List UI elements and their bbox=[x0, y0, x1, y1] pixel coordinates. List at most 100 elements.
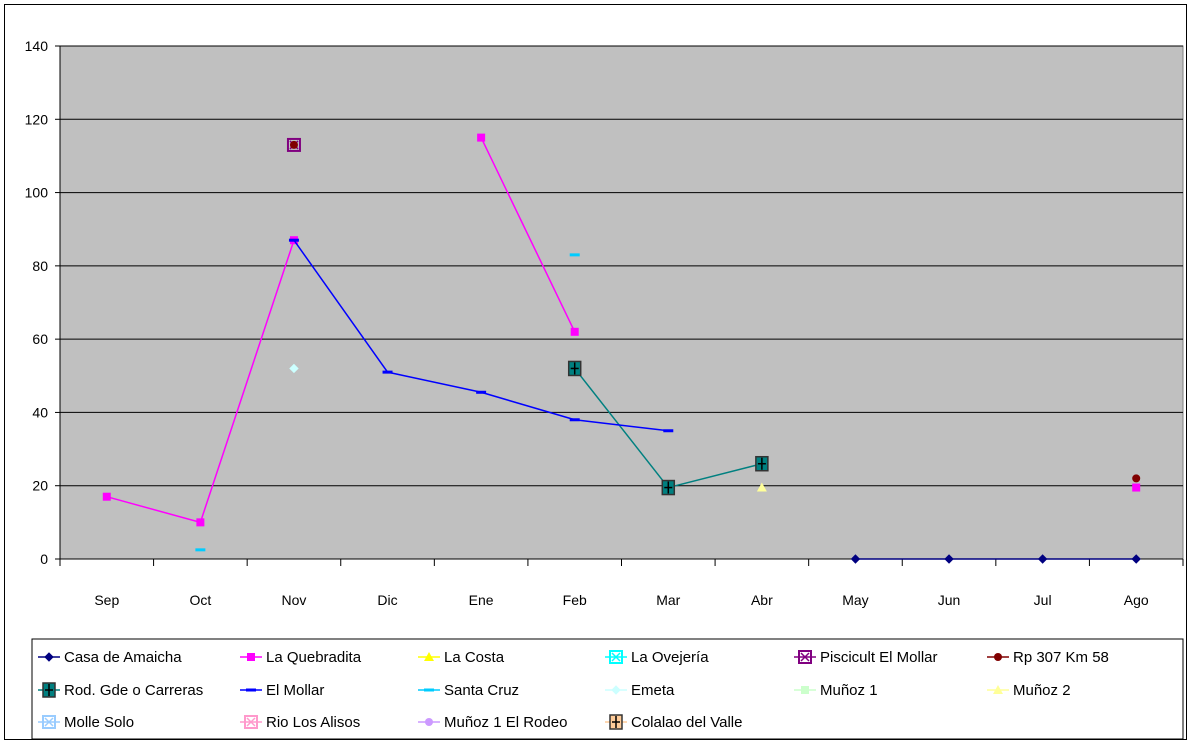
data-point bbox=[288, 238, 299, 242]
x-tick-label: May bbox=[842, 592, 868, 608]
data-point bbox=[289, 140, 298, 149]
legend-marker bbox=[424, 652, 434, 661]
y-tick-label: 60 bbox=[32, 331, 48, 347]
data-point bbox=[850, 554, 861, 564]
legend-marker bbox=[42, 682, 56, 698]
series-7 bbox=[288, 238, 674, 433]
legend-label: Muñoz 2 bbox=[1013, 682, 1071, 699]
legend-item: La Ovejería bbox=[605, 649, 709, 666]
legend-item: Rp 307 Km 58 bbox=[987, 649, 1109, 666]
x-tick-label: Nov bbox=[282, 592, 307, 608]
legend-label: Molle Solo bbox=[64, 714, 134, 731]
data-point bbox=[195, 548, 206, 552]
legend-item: Colalao del Valle bbox=[605, 714, 742, 731]
data-point bbox=[756, 482, 767, 492]
series-line-segment bbox=[199, 239, 295, 523]
data-point bbox=[1037, 554, 1048, 564]
legend-marker bbox=[611, 685, 621, 695]
legend-label: La Ovejería bbox=[631, 649, 709, 666]
legend-marker bbox=[798, 650, 812, 664]
legend-item: Santa Cruz bbox=[418, 682, 519, 699]
legend-label: Emeta bbox=[631, 682, 675, 699]
data-point bbox=[1132, 483, 1141, 492]
data-point bbox=[1132, 474, 1141, 483]
data-point bbox=[289, 363, 299, 374]
legend-marker bbox=[42, 715, 56, 729]
legend-marker bbox=[609, 714, 623, 730]
legend-item: Rod. Gde o Carreras bbox=[38, 682, 203, 699]
data-point bbox=[755, 455, 769, 472]
legend-item: La Quebradita bbox=[240, 649, 362, 666]
data-point bbox=[196, 518, 205, 527]
data-point bbox=[569, 253, 580, 257]
gridlines bbox=[60, 45, 1183, 487]
series-8 bbox=[195, 253, 580, 552]
series-line-segment bbox=[480, 391, 575, 421]
legend-item: Casa de Amaicha bbox=[38, 649, 182, 666]
legend-label: Muñoz 1 El Rodeo bbox=[444, 714, 567, 731]
y-tick-label: 0 bbox=[40, 551, 48, 567]
data-point bbox=[944, 554, 954, 564]
legend-marker bbox=[994, 653, 1002, 661]
legend-marker bbox=[425, 718, 433, 726]
x-tick-label: Dic bbox=[377, 592, 397, 608]
legend-label: Colalao del Valle bbox=[631, 714, 742, 731]
x-tick-label: Ago bbox=[1124, 592, 1149, 608]
y-tick-label: 100 bbox=[25, 185, 49, 201]
series-line-segment bbox=[480, 137, 576, 333]
series-line-segment bbox=[668, 463, 763, 489]
data-point bbox=[477, 133, 486, 142]
legend-marker bbox=[993, 685, 1003, 694]
data-point bbox=[569, 418, 580, 422]
y-tick-label: 40 bbox=[32, 404, 48, 420]
series-line-segment bbox=[574, 419, 669, 432]
data-point bbox=[1131, 554, 1141, 564]
legend-item: La Costa bbox=[418, 649, 505, 666]
data-point bbox=[567, 360, 582, 377]
x-tick-label: Oct bbox=[189, 592, 211, 608]
legend-marker bbox=[609, 650, 623, 664]
y-tick-label: 140 bbox=[25, 38, 49, 54]
x-tick-label: Jul bbox=[1034, 592, 1052, 608]
legend-marker bbox=[247, 653, 255, 661]
x-tick-label: Sep bbox=[94, 592, 119, 608]
legend-label: Casa de Amaicha bbox=[64, 649, 182, 666]
legend-item: Piscicult El Mollar bbox=[794, 649, 938, 666]
y-tick-label: 20 bbox=[32, 478, 48, 494]
legend-box bbox=[31, 638, 1184, 740]
legend-label: Santa Cruz bbox=[444, 682, 519, 699]
series-line-segment bbox=[574, 367, 669, 489]
legend-label: Muñoz 1 bbox=[820, 682, 878, 699]
series-layer bbox=[102, 133, 1141, 564]
legend-item: Muñoz 1 bbox=[794, 682, 878, 699]
data-point bbox=[661, 479, 676, 496]
legend-label: Piscicult El Mollar bbox=[820, 649, 938, 666]
x-tick-label: Ene bbox=[469, 592, 494, 608]
legend-marker bbox=[801, 686, 809, 694]
data-point bbox=[570, 327, 579, 336]
legend: Casa de Amaicha La Quebradita La Costa La O… bbox=[38, 649, 1109, 731]
series-0 bbox=[850, 554, 1141, 564]
legend-label: Rio Los Alisos bbox=[266, 714, 360, 731]
legend-label: Rp 307 Km 58 bbox=[1013, 649, 1109, 666]
data-point bbox=[102, 492, 111, 501]
legend-item: Rio Los Alisos bbox=[240, 714, 360, 731]
legend-item: Emeta bbox=[605, 682, 675, 699]
legend-item: El Mollar bbox=[240, 682, 324, 699]
y-tick-label: 80 bbox=[32, 258, 48, 274]
series-line-segment bbox=[106, 495, 201, 524]
series-9 bbox=[289, 363, 299, 374]
legend-item: Muñoz 2 bbox=[987, 682, 1071, 699]
series-6 bbox=[567, 360, 769, 496]
legend-item: Muñoz 1 El Rodeo bbox=[418, 714, 567, 731]
legend-label: Rod. Gde o Carreras bbox=[64, 682, 203, 699]
data-point bbox=[476, 390, 487, 394]
legend-marker bbox=[246, 688, 256, 692]
legend-marker bbox=[424, 688, 434, 692]
legend-marker bbox=[244, 715, 258, 729]
y-tick-label: 120 bbox=[25, 111, 49, 127]
plot-area bbox=[59, 45, 1184, 560]
data-point bbox=[663, 429, 674, 433]
x-tick-label: Feb bbox=[563, 592, 587, 608]
